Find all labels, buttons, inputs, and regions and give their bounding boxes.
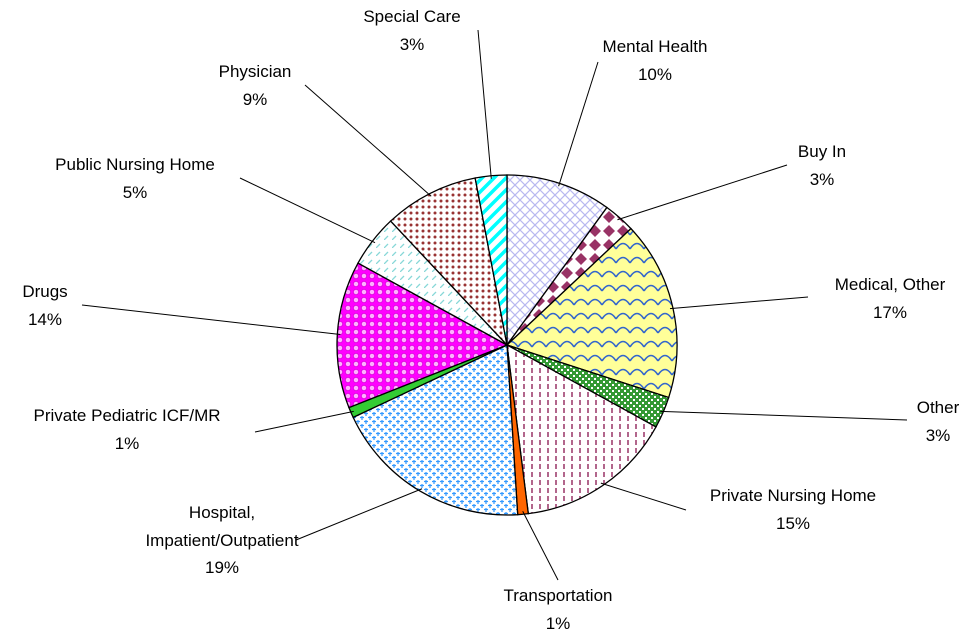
leader-line [295, 488, 423, 541]
leader-line [477, 29, 492, 179]
slice-name: Private Pediatric ICF/MR [33, 406, 221, 425]
slice-percent: 3% [809, 169, 835, 189]
slice-label: Special Care 3% [363, 3, 460, 58]
slice-percent: 15% [775, 513, 811, 533]
leader-line [600, 482, 687, 511]
leader-line [617, 164, 788, 221]
slice-name: Transportation [503, 586, 613, 605]
slice-percent: 1% [545, 613, 571, 633]
slice-name: Mental Health [602, 37, 708, 56]
leader-line [254, 410, 354, 433]
slice-percent: 3% [925, 425, 951, 445]
slice-label: Private Nursing Home 15% [710, 482, 876, 537]
leader-line [81, 304, 341, 336]
slice-name: Drugs [22, 282, 68, 301]
slice-percent: 17% [872, 302, 908, 322]
pie-slice [389, 177, 509, 348]
slice-label: Transportation 1% [504, 582, 613, 633]
slice-label: Mental Health 10% [603, 33, 708, 88]
slice-name: Physician [218, 62, 292, 81]
slice-label: Hospital, Impatient/Outpatient 19% [135, 499, 310, 582]
slice-label: Drugs 14% [22, 278, 67, 333]
slice-label: Buy In 3% [798, 138, 846, 193]
leader-line [304, 84, 432, 197]
slice-label: Public Nursing Home 5% [55, 151, 215, 206]
slice-name: Other [916, 398, 960, 417]
pie-slice [506, 343, 657, 515]
leader-line [558, 61, 599, 187]
slice-percent: 9% [242, 89, 268, 109]
leader-line [669, 296, 809, 310]
leader-line [660, 410, 908, 421]
leader-line [522, 511, 559, 581]
slice-percent: 10% [637, 64, 673, 84]
leader-line [239, 177, 376, 244]
slice-percent: 3% [399, 34, 425, 54]
slice-name: Hospital, Impatient/Outpatient [145, 503, 299, 550]
slice-percent: 14% [27, 309, 63, 329]
slice-name: Medical, Other [834, 275, 946, 294]
slice-percent: 5% [122, 182, 148, 202]
slice-label: Private Pediatric ICF/MR 1% [33, 402, 220, 457]
slice-percent: 1% [114, 433, 140, 453]
slice-label: Other 3% [917, 394, 960, 449]
slice-label: Medical, Other 17% [835, 271, 946, 326]
slice-percent: 19% [204, 558, 240, 577]
slice-label: Physician 9% [219, 58, 292, 113]
pie-slice [352, 344, 519, 516]
slice-name: Special Care [363, 7, 461, 26]
slice-name: Buy In [797, 142, 847, 161]
slice-name: Public Nursing Home [55, 155, 215, 174]
slice-name: Private Nursing Home [709, 486, 877, 505]
